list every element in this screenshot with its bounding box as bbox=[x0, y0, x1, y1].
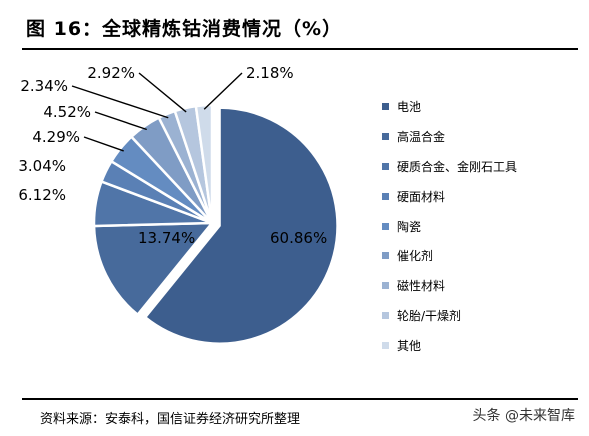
legend-label-7: 轮胎/干燥剂 bbox=[397, 308, 462, 323]
leader-line-8 bbox=[203, 72, 243, 110]
legend-item-8: 其他 bbox=[382, 330, 517, 360]
leader-line-7 bbox=[138, 72, 187, 113]
legend-item-7: 轮胎/干燥剂 bbox=[382, 301, 517, 331]
legend-swatch-3 bbox=[382, 192, 389, 200]
legend-item-2: 硬质合金、金刚石工具 bbox=[382, 152, 517, 182]
legend-item-6: 磁性材料 bbox=[382, 271, 517, 301]
legend: 电池高温合金硬质合金、金刚石工具 硬面材料陶瓷催化剂磁性材料轮胎/干燥剂 其他 bbox=[382, 92, 517, 360]
legend-label-6: 磁性材料 bbox=[397, 279, 446, 294]
leader-line-4 bbox=[83, 136, 124, 152]
legend-item-3: 硬面材料 bbox=[382, 181, 517, 211]
slice-label-7: 2.92% bbox=[87, 64, 135, 82]
slice-label-5: 4.52% bbox=[43, 103, 91, 121]
pie-slice-1 bbox=[92, 221, 215, 317]
legend-label-4: 陶瓷 bbox=[397, 219, 422, 234]
slice-label-4: 4.29% bbox=[32, 128, 80, 146]
slice-label-8: 2.18% bbox=[246, 64, 294, 82]
legend-item-5: 催化剂 bbox=[382, 241, 517, 271]
legend-swatch-0 bbox=[382, 103, 389, 111]
slice-label-6: 2.34% bbox=[20, 77, 68, 95]
legend-swatch-2 bbox=[382, 162, 389, 170]
source-rule bbox=[22, 398, 578, 400]
slice-label-3: 3.04% bbox=[18, 157, 66, 175]
legend-swatch-5 bbox=[382, 252, 389, 260]
legend-swatch-4 bbox=[382, 222, 389, 230]
legend-label-5: 催化剂 bbox=[397, 249, 434, 264]
pie-slice-8 bbox=[194, 103, 214, 224]
leader-line-5 bbox=[94, 111, 147, 131]
pie-slice-0 bbox=[143, 106, 339, 345]
legend-swatch-7 bbox=[382, 311, 389, 319]
legend-label-0: 电池 bbox=[397, 100, 422, 115]
legend-label-1: 高温合金 bbox=[397, 130, 446, 145]
legend-swatch-6 bbox=[382, 282, 389, 290]
leader-line-6 bbox=[71, 85, 169, 119]
legend-item-4: 陶瓷 bbox=[382, 211, 517, 241]
slice-label-0: 60.86% bbox=[270, 229, 327, 247]
slice-label-1: 13.74% bbox=[138, 229, 195, 247]
legend-label-2: 硬质合金、金刚石工具 bbox=[397, 159, 518, 174]
legend-item-1: 高温合金 bbox=[382, 122, 517, 152]
slice-label-2: 6.12% bbox=[18, 186, 66, 204]
legend-swatch-8 bbox=[382, 341, 389, 349]
legend-label-8: 其他 bbox=[397, 338, 422, 353]
legend-label-3: 硬面材料 bbox=[397, 189, 446, 204]
title-rule bbox=[22, 48, 578, 50]
chart-title: 图 16：全球精炼钴消费情况（%） bbox=[26, 18, 343, 40]
watermark: 头条 @未来智库 bbox=[472, 408, 575, 424]
source-note: 资料来源：安泰科，国信证券经济研究所整理 bbox=[40, 412, 301, 427]
legend-swatch-1 bbox=[382, 133, 389, 141]
legend-item-0: 电池 bbox=[382, 92, 517, 122]
